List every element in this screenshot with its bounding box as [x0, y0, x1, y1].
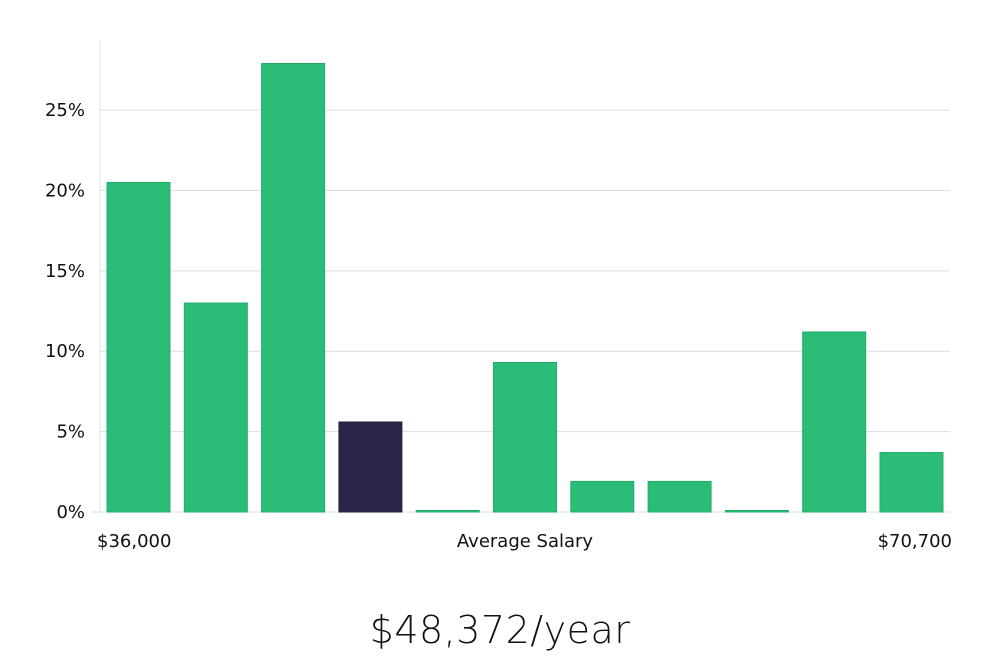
bar	[724, 510, 789, 513]
x-axis: $36,000 Average Salary $70,700	[97, 531, 952, 552]
y-tick-label: 20%	[45, 180, 85, 201]
bar	[415, 510, 480, 513]
y-tick-label: 0%	[56, 502, 85, 523]
y-tick-label: 10%	[45, 341, 85, 362]
x-axis-title: Average Salary	[457, 531, 594, 552]
bar	[879, 452, 944, 513]
bar	[570, 480, 635, 513]
y-tick-label: 15%	[45, 261, 85, 282]
bar	[183, 302, 248, 513]
bar	[802, 331, 867, 513]
bars	[106, 63, 944, 513]
bar	[647, 480, 712, 513]
y-tick-label: 5%	[56, 422, 85, 443]
y-tick-label: 25%	[45, 100, 85, 121]
bar	[493, 362, 557, 513]
average-salary-value: $48,372/year	[369, 608, 631, 652]
bar-highlight	[338, 421, 403, 513]
y-axis: 0% 5% 10% 15% 20% 25%	[45, 41, 101, 523]
x-max-label: $70,700	[878, 531, 952, 552]
x-min-label: $36,000	[97, 531, 171, 552]
bar	[261, 63, 326, 513]
salary-histogram: 0% 5% 10% 15% 20% 25% $36,000 Average Salary …	[45, 41, 952, 552]
bar	[106, 181, 171, 513]
